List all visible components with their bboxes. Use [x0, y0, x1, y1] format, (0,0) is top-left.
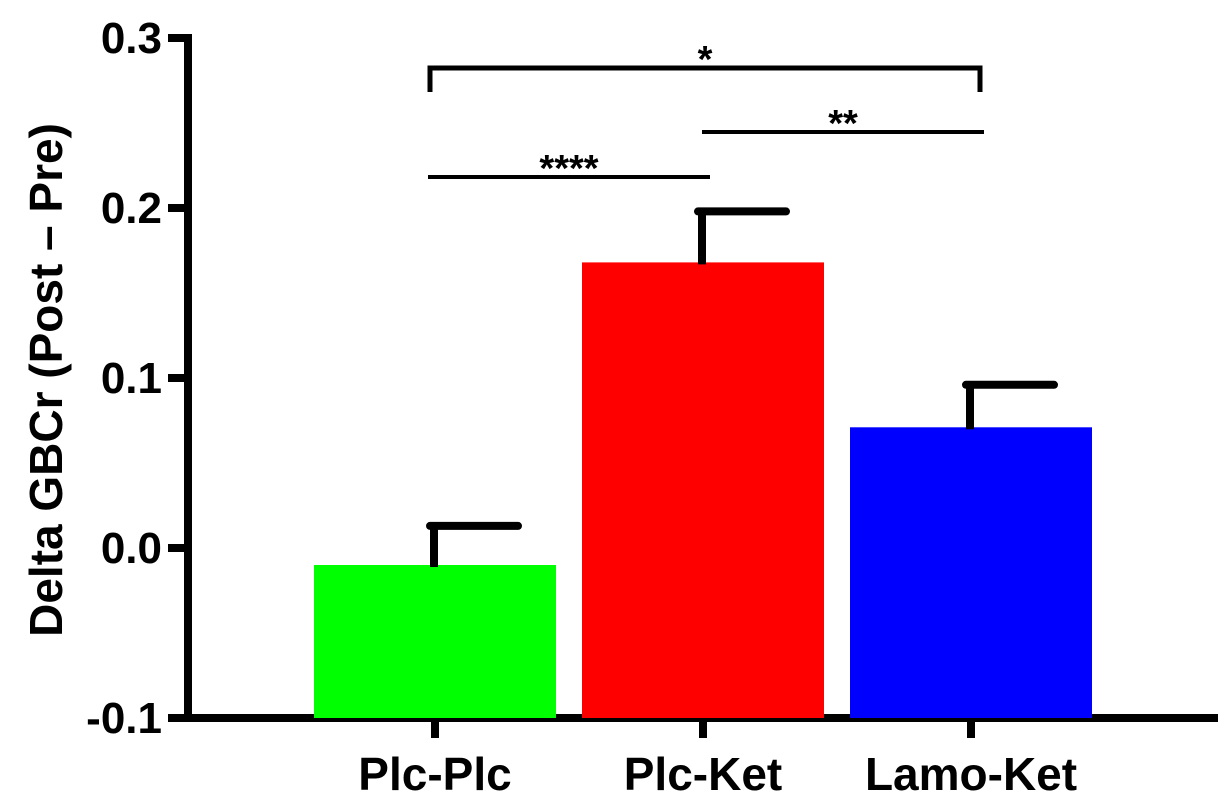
significance-label: **** — [539, 148, 598, 190]
bar-plc-plc — [314, 565, 556, 718]
significance-annotations: ******* — [427, 39, 984, 190]
bars — [314, 262, 1092, 718]
y-tick-label: 0.1 — [101, 354, 162, 403]
x-category-label: Plc-Plc — [358, 748, 511, 800]
significance-bracket — [427, 65, 983, 92]
significance-label: * — [698, 39, 713, 81]
y-axis-title: Delta GBCr (Post – Pre) — [20, 123, 72, 637]
bar-lamo-ket — [850, 427, 1092, 718]
y-axis-title-group: Delta GBCr (Post – Pre) — [20, 123, 72, 637]
y-tick-label: -0.1 — [86, 694, 162, 743]
y-tick-label: 0.2 — [101, 184, 162, 233]
y-tick-label: 0.3 — [101, 14, 162, 63]
x-category-label: Plc-Ket — [624, 748, 782, 800]
bar-plc-ket — [582, 262, 824, 718]
y-ticks: -0.1 0.0 0.1 0.2 0.3 — [86, 14, 188, 743]
x-category-labels: Plc-Plc Plc-Ket Lamo-Ket — [358, 718, 1077, 800]
y-tick-label: 0.0 — [101, 524, 162, 573]
x-category-label: Lamo-Ket — [865, 748, 1077, 800]
significance-label: ** — [828, 103, 858, 145]
error-bars — [426, 207, 1058, 567]
